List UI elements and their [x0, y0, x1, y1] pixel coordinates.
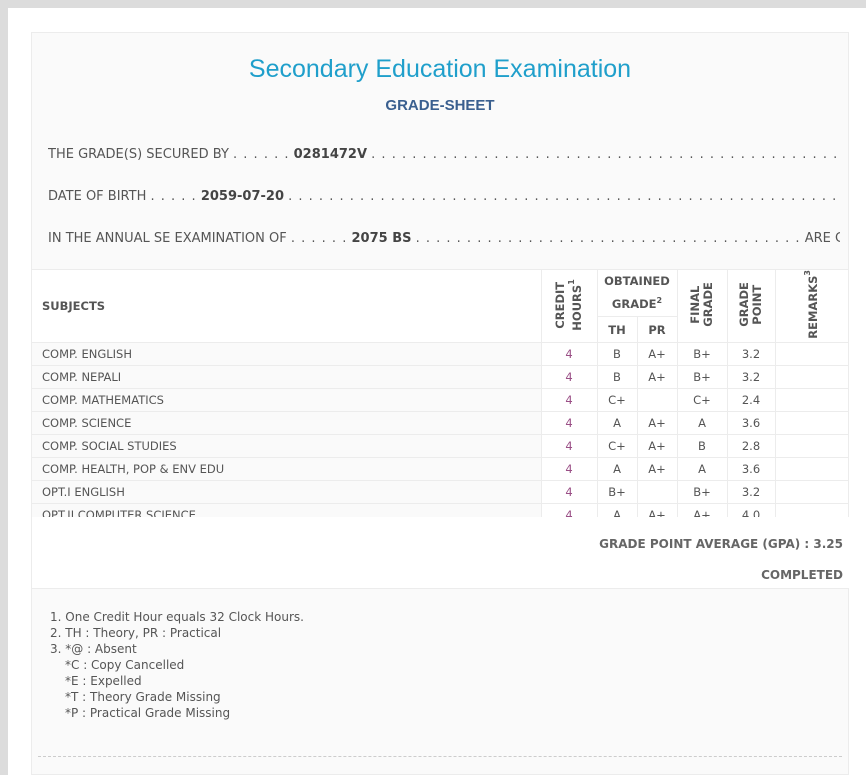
page-subtitle: GRADE-SHEET — [385, 97, 495, 114]
header-final-grade: FINAL GRADE — [676, 269, 728, 343]
th-grade-cell: B — [596, 341, 638, 366]
th-grade-cell: C+ — [596, 387, 638, 412]
pr-grade-cell: A+ — [636, 433, 678, 458]
th-grade-cell: B — [596, 364, 638, 389]
header-subjects: SUBJECTS — [32, 269, 542, 343]
remarks-cell — [774, 364, 849, 389]
exam-suffix: ARE GIVEN BELOW — [804, 231, 840, 246]
summary: GRADE POINT AVERAGE (GPA) : 3.25 COMPLET… — [32, 517, 849, 589]
final-grade-cell: B — [676, 433, 728, 458]
grade-point-cell: 2.8 — [726, 433, 776, 458]
subject-cell: COMP. SOCIAL STUDIES — [32, 433, 542, 458]
th-grade-cell: B+ — [596, 479, 638, 504]
credit-cell: 4 — [540, 410, 598, 435]
header-pr: PR — [636, 316, 678, 343]
credit-cell: 4 — [540, 456, 598, 481]
header-th: TH — [596, 316, 638, 343]
grade-point-cell: 3.2 — [726, 364, 776, 389]
page: Secondary Education Examination GRADE-SH… — [8, 8, 866, 775]
note: *T : Theory Grade Missing — [65, 690, 221, 704]
remarks-cell — [774, 387, 849, 412]
credit-cell: 4 — [540, 479, 598, 504]
table-row: OPT.I ENGLISH 4 B+ B+ 3.2 — [32, 479, 849, 504]
remarks-cell — [774, 341, 849, 366]
grade-sheet-panel: Secondary Education Examination GRADE-SH… — [31, 32, 849, 775]
subject-cell: OPT.I ENGLISH — [32, 479, 542, 504]
final-grade-cell: B+ — [676, 341, 728, 366]
pr-grade-cell — [636, 479, 678, 504]
subject-cell: COMP. HEALTH, POP & ENV EDU — [32, 456, 542, 481]
credit-cell: 4 — [540, 387, 598, 412]
final-grade-cell: A — [676, 410, 728, 435]
grade-point-cell: 2.4 — [726, 387, 776, 412]
symbol-number: 0281472V — [293, 147, 368, 162]
note: *C : Copy Cancelled — [65, 658, 185, 672]
subject-cell: COMP. NEPALI — [32, 364, 542, 389]
exam-line: IN THE ANNUAL SE EXAMINATION OF . . . . … — [48, 231, 840, 246]
credit-cell: 4 — [540, 433, 598, 458]
th-grade-cell: A — [596, 410, 638, 435]
grades-table: SUBJECTS CREDIT HOURS1 OBTAINED GRADE2 F… — [32, 268, 849, 527]
table-row: COMP. SOCIAL STUDIES 4 C+ A+ B 2.8 — [32, 433, 849, 458]
dob-label: DATE OF BIRTH — [48, 189, 147, 204]
divider — [38, 756, 842, 757]
pr-grade-cell: A+ — [636, 341, 678, 366]
secured-by-line: THE GRADE(S) SECURED BY . . . . . . 0281… — [48, 147, 840, 162]
header-remarks: REMARKS3 — [774, 269, 849, 343]
result-status: COMPLETED — [761, 568, 843, 582]
pr-grade-cell: A+ — [636, 410, 678, 435]
final-grade-cell: C+ — [676, 387, 728, 412]
credit-cell: 4 — [540, 364, 598, 389]
table-row: COMP. HEALTH, POP & ENV EDU 4 A A+ A 3.6 — [32, 456, 849, 481]
secured-by-label: THE GRADE(S) SECURED BY — [48, 147, 229, 162]
grade-point-cell: 3.2 — [726, 341, 776, 366]
dob-value: 2059-07-20 — [200, 189, 284, 204]
th-grade-cell: C+ — [596, 433, 638, 458]
table-row: COMP. NEPALI 4 B A+ B+ 3.2 — [32, 364, 849, 389]
gpa-value: GRADE POINT AVERAGE (GPA) : 3.25 — [599, 537, 843, 551]
exam-label: IN THE ANNUAL SE EXAMINATION OF — [48, 231, 287, 246]
final-grade-cell: A — [676, 456, 728, 481]
pr-grade-cell: A+ — [636, 456, 678, 481]
credit-cell: 4 — [540, 341, 598, 366]
table-row: COMP. MATHEMATICS 4 C+ C+ 2.4 — [32, 387, 849, 412]
grade-point-cell: 3.2 — [726, 479, 776, 504]
header-obtained-grade: OBTAINED GRADE2 — [596, 268, 678, 318]
subject-cell: COMP. ENGLISH — [32, 341, 542, 366]
grade-point-cell: 3.6 — [726, 456, 776, 481]
subject-cell: COMP. SCIENCE — [32, 410, 542, 435]
note: 2. TH : Theory, PR : Practical — [50, 626, 222, 640]
table-row: COMP. ENGLISH 4 B A+ B+ 3.2 — [32, 341, 849, 366]
note: 3. *@ : Absent — [50, 642, 137, 656]
final-grade-cell: B+ — [676, 479, 728, 504]
pr-grade-cell — [636, 387, 678, 412]
page-title: Secondary Education Examination — [248, 55, 632, 83]
remarks-cell — [774, 479, 849, 504]
header-grade-point: GRADE POINT — [726, 269, 776, 343]
remarks-cell — [774, 456, 849, 481]
dob-line: DATE OF BIRTH . . . . . 2059-07-20 . . .… — [48, 189, 840, 204]
pr-grade-cell: A+ — [636, 364, 678, 389]
footnotes: 1. One Credit Hour equals 32 Clock Hours… — [50, 609, 304, 721]
grade-point-cell: 3.6 — [726, 410, 776, 435]
table-row: COMP. SCIENCE 4 A A+ A 3.6 — [32, 410, 849, 435]
exam-year: 2075 BS — [351, 231, 412, 246]
remarks-cell — [774, 410, 849, 435]
note: 1. One Credit Hour equals 32 Clock Hours… — [50, 610, 304, 624]
note: *P : Practical Grade Missing — [65, 706, 231, 720]
final-grade-cell: B+ — [676, 364, 728, 389]
header-credit-hours: CREDIT HOURS1 — [540, 269, 598, 343]
note: *E : Expelled — [65, 674, 142, 688]
th-grade-cell: A — [596, 456, 638, 481]
subject-cell: COMP. MATHEMATICS — [32, 387, 542, 412]
remarks-cell — [774, 433, 849, 458]
